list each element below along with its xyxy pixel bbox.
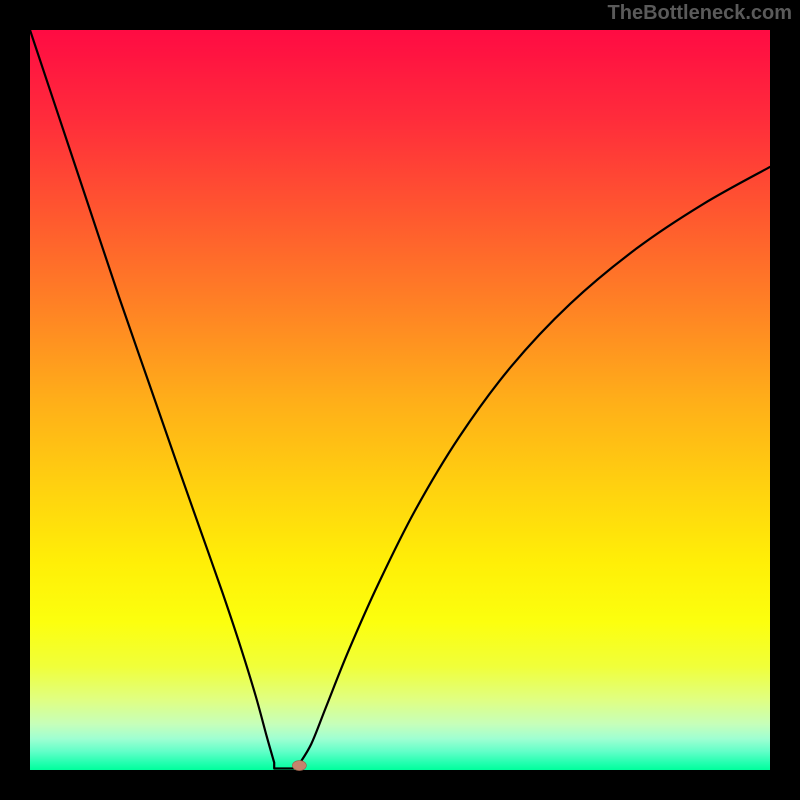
plot-area (30, 30, 770, 770)
chart-stage: TheBottleneck.com (0, 0, 800, 800)
optimal-point-marker (292, 761, 306, 771)
bottleneck-curve-svg (0, 0, 800, 800)
